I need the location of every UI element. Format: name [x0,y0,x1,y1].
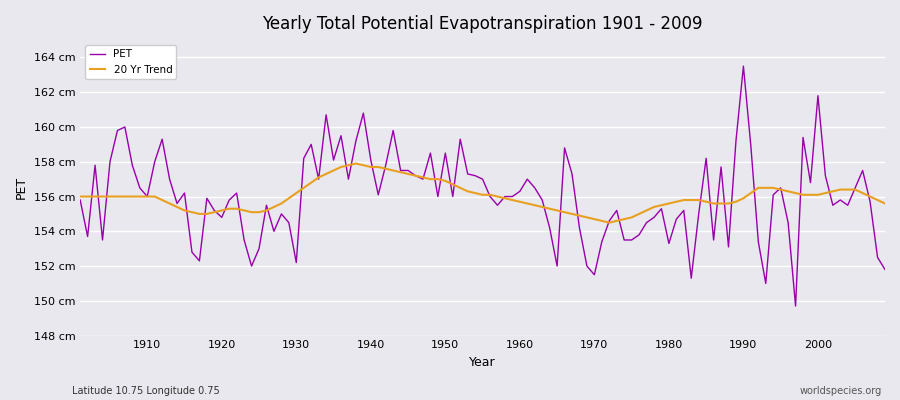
20 Yr Trend [298,186,309,190]
PET [515,189,526,194]
PET [343,177,354,182]
Legend: PET, 20 Yr Trend: PET, 20 Yr Trend [86,45,176,79]
PET [298,156,309,161]
PET [507,194,517,199]
Line: 20 Yr Trend: 20 Yr Trend [80,164,885,223]
20 Yr Trend [879,201,890,206]
20 Yr Trend [343,163,354,168]
20 Yr Trend [619,217,630,222]
PET [738,64,749,68]
Y-axis label: PET: PET [15,176,28,200]
PET [75,198,86,202]
20 Yr Trend [134,194,145,199]
20 Yr Trend [522,201,533,206]
PET [604,218,615,223]
20 Yr Trend [515,199,526,204]
Text: worldspecies.org: worldspecies.org [800,386,882,396]
20 Yr Trend [604,220,615,225]
Title: Yearly Total Potential Evapotranspiration 1901 - 2009: Yearly Total Potential Evapotranspiratio… [262,15,703,33]
20 Yr Trend [75,194,86,199]
PET [879,267,890,272]
X-axis label: Year: Year [469,356,496,369]
PET [790,304,801,308]
20 Yr Trend [350,161,361,166]
Line: PET: PET [80,66,885,306]
Text: Latitude 10.75 Longitude 0.75: Latitude 10.75 Longitude 0.75 [72,386,220,396]
PET [134,186,145,190]
